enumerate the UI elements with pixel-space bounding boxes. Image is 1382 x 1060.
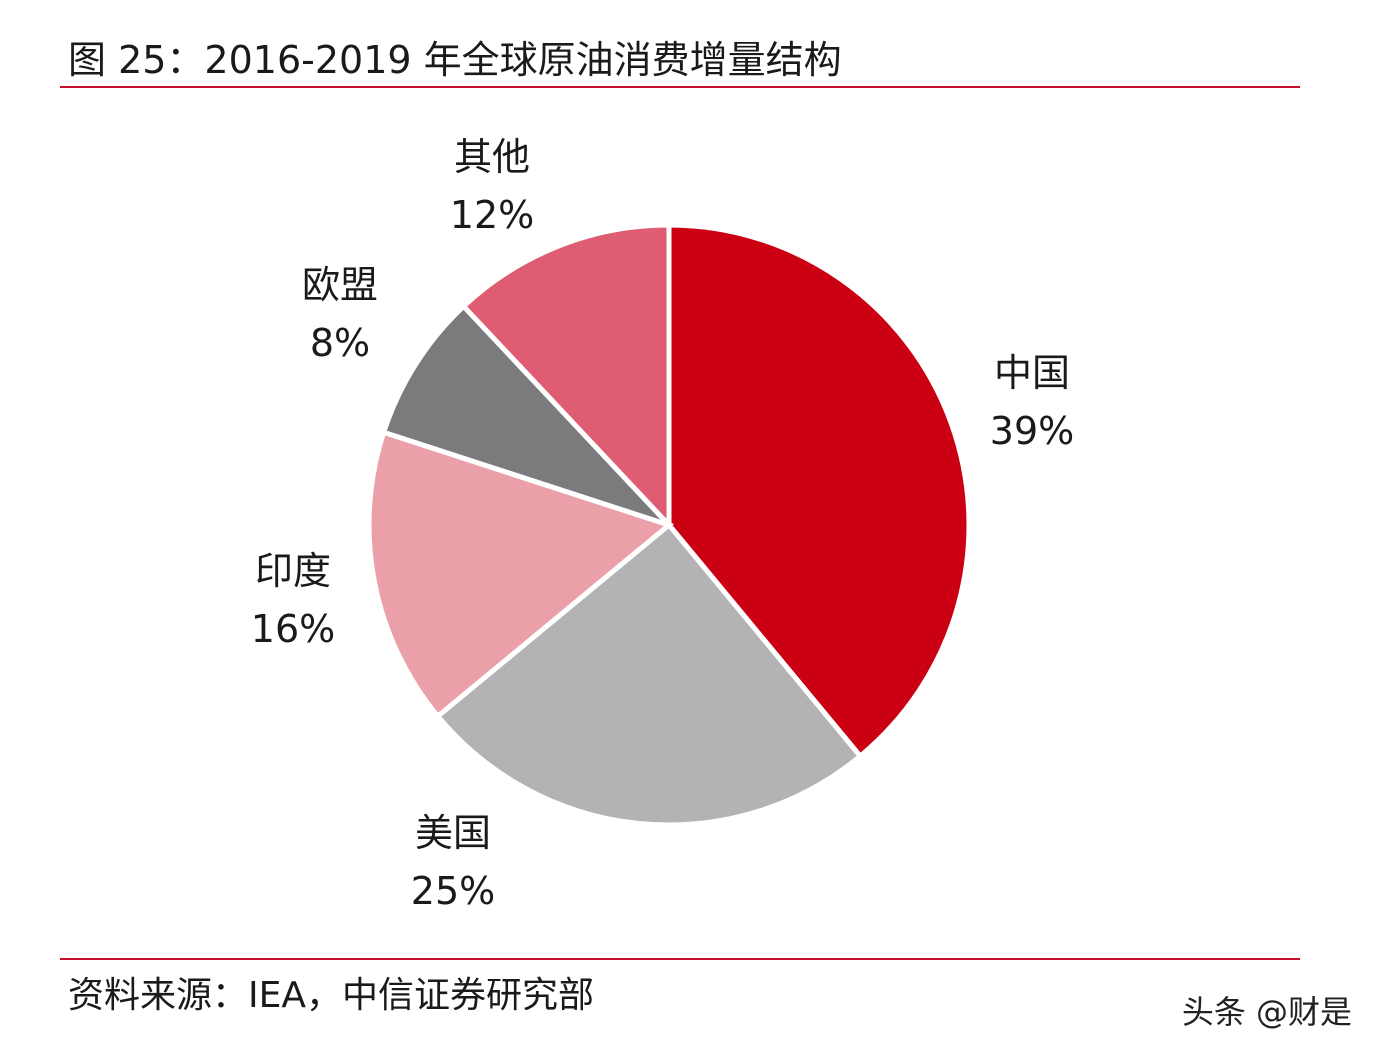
pie-slice-usa	[434, 521, 864, 828]
watermark: 头条 @财是	[1181, 993, 1352, 1031]
slice-label-other-value: 12%	[449, 193, 535, 237]
slice-label-china: 中国 39%	[990, 344, 1074, 460]
slice-label-india: 印度 16%	[251, 542, 335, 658]
slice-label-usa-value: 25%	[410, 869, 496, 913]
source-note: 资料来源：IEA，中信证券研究部	[68, 975, 594, 1016]
pie-slice-china	[666, 222, 972, 760]
slice-label-usa: 美国 25%	[411, 804, 495, 920]
chart-title: 图 25：2016-2019 年全球原油消费增量结构	[68, 38, 842, 82]
slice-label-china-value: 39%	[989, 409, 1075, 453]
pie-slice-other	[460, 222, 672, 532]
pie-slice-india	[366, 429, 675, 720]
slice-label-eu-name: 欧盟	[301, 263, 379, 307]
slice-label-eu-value: 8%	[309, 321, 371, 365]
pie-slice-eu	[380, 302, 671, 528]
slice-label-china-name: 中国	[993, 351, 1070, 395]
slice-label-india-value: 16%	[250, 607, 336, 651]
slice-label-other-name: 其他	[453, 135, 530, 179]
slice-label-usa-name: 美国	[414, 811, 491, 855]
slice-label-eu: 欧盟 8%	[302, 256, 378, 372]
top-divider	[60, 86, 1300, 88]
bottom-divider	[60, 958, 1300, 960]
slice-label-other: 其他 12%	[450, 128, 534, 244]
slice-label-india-name: 印度	[254, 549, 331, 593]
